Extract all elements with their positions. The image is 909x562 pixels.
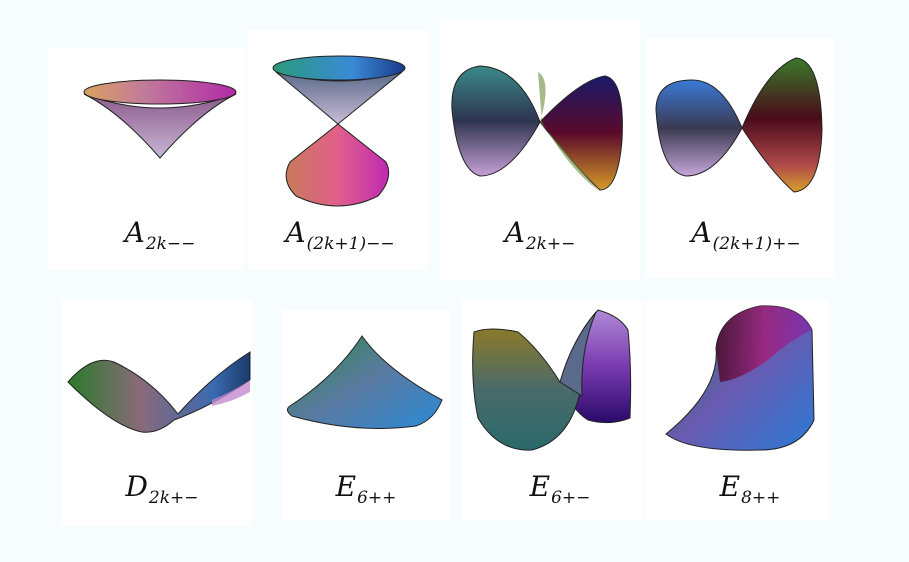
label-e6-plus-minus: E6+− [529,470,591,508]
figure-a2k1-plus-minus: A(2k+1)+− [646,50,846,254]
figure-a2k1-minus-minus: A(2k+1)−− [240,50,440,254]
label-e8-plus-plus: E8++ [719,470,781,508]
label-d2k-plus-minus: D2k+− [125,470,199,508]
figure-a2k-plus-minus: A2k+− [440,50,640,254]
label-a2k-minus-minus: A2k−− [124,216,196,254]
label-a2k1-minus-minus: A(2k+1)−− [285,216,395,254]
surface-e6-plus-minus [472,309,632,451]
figure-e8-plus-plus: E8++ [650,300,850,508]
surface-e8-plus-plus [665,305,815,451]
surface-a2k-plus-minus [451,65,623,191]
surface-e6-plus-plus [286,335,443,429]
surface-d2k-plus-minus [67,351,251,433]
label-a2k1-plus-minus: A(2k+1)+− [691,216,801,254]
figure-e6-plus-minus: E6+− [460,300,660,508]
surface-a2k1-plus-minus [655,57,823,193]
surface-a2k1-minus-minus [272,55,406,207]
figure-e6-plus-plus: E6++ [266,330,466,508]
label-e6-plus-plus: E6++ [335,470,397,508]
label-a2k-plus-minus: A2k+− [504,216,576,254]
figure-a2k-minus-minus: A2k−− [60,60,260,254]
surface-a2k-minus-minus [83,79,237,159]
figure-d2k-plus-minus: D2k+− [62,340,262,508]
